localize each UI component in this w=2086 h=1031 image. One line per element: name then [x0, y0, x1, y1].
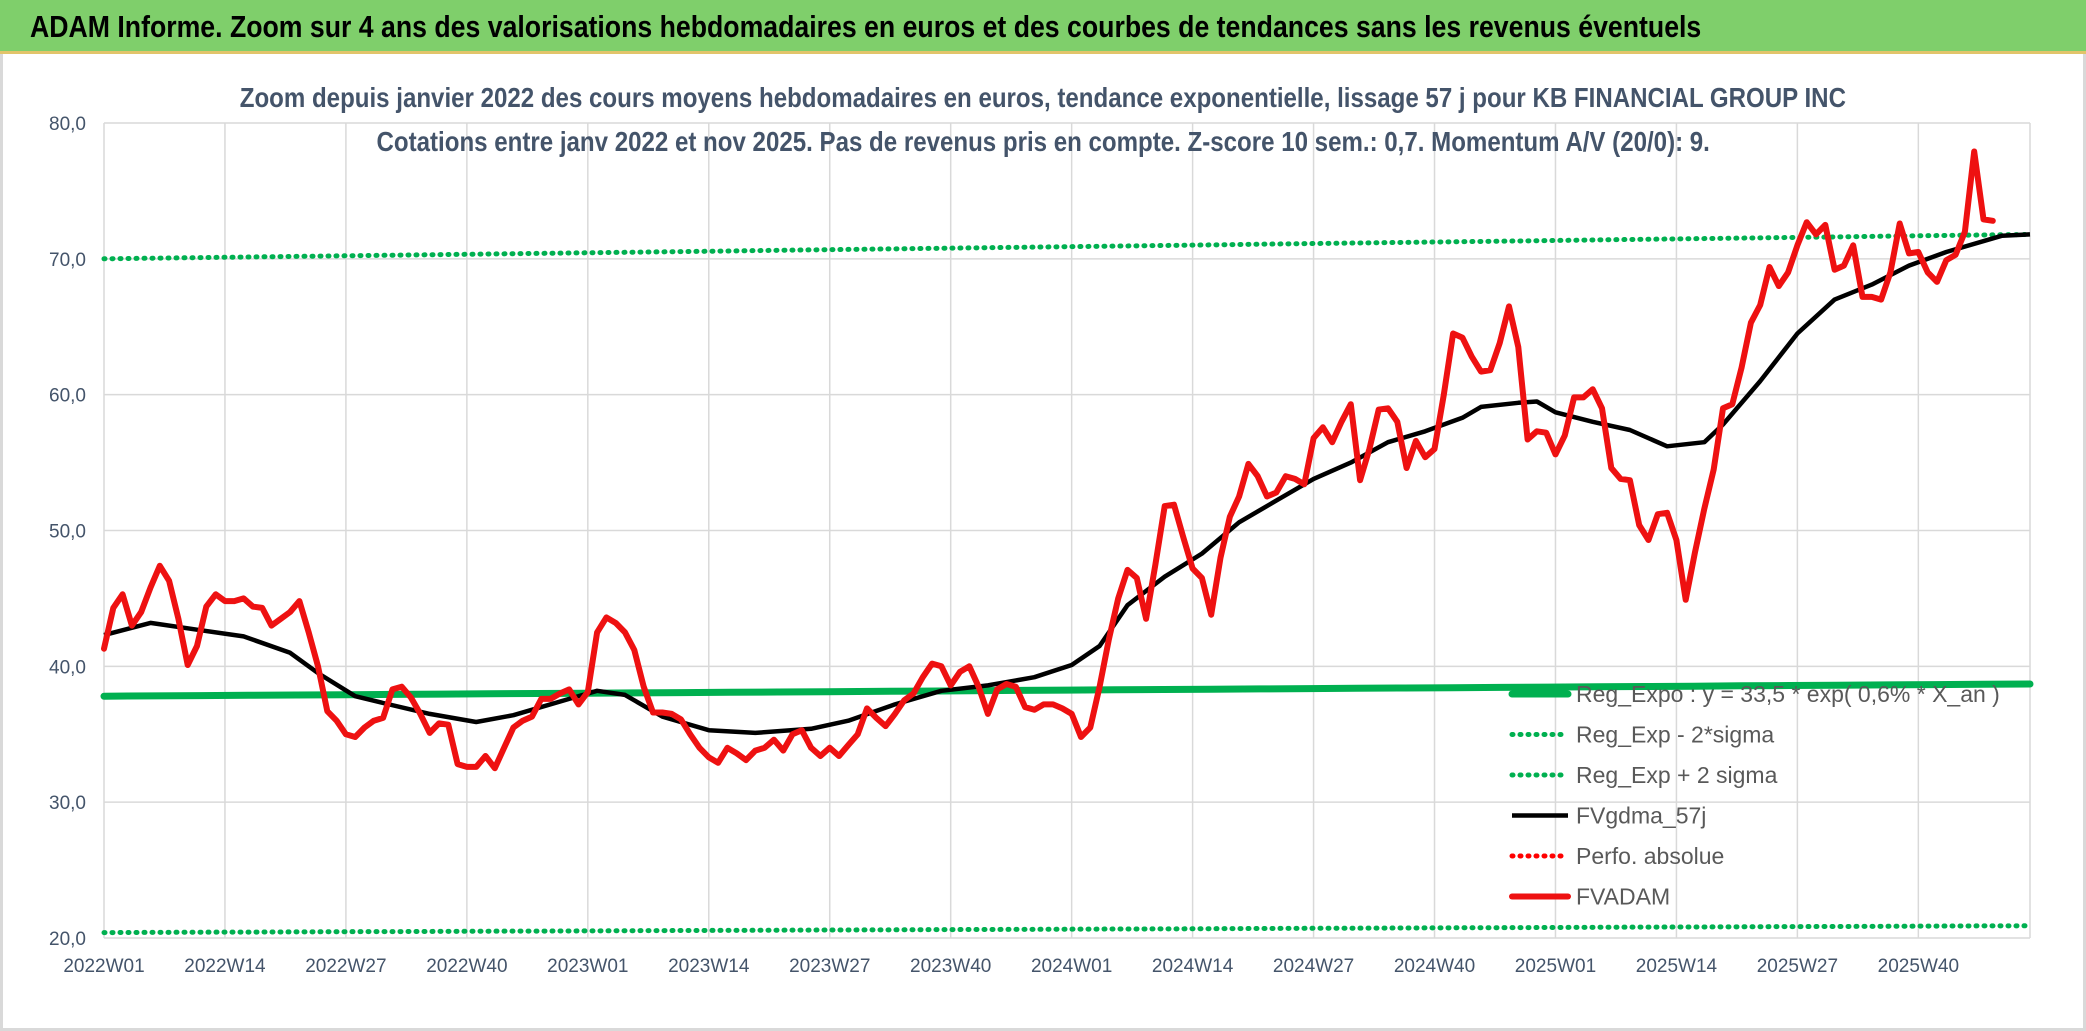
y-tick-label: 80,0 [49, 114, 86, 135]
grid [103, 122, 2031, 939]
chart-title-line-1: Zoom depuis janvier 2022 des cours moyen… [0, 82, 2086, 114]
x-tick-label: 2025W14 [1636, 956, 1718, 977]
x-axis-ticks: 2022W01 2022W14 2022W27 2022W40 2023W01 2023W… [63, 956, 1959, 977]
series-line-fvgdma-57j [103, 232, 2031, 736]
x-tick-label: 2024W14 [1152, 956, 1234, 977]
legend: Reg_Expo : y = 33,5 * exp( 0,6% * X_an )… [1508, 681, 2000, 910]
legend-label: Reg_Expo : y = 33,5 * exp( 0,6% * X_an ) [1576, 681, 2000, 707]
legend-label: FVADAM [1576, 884, 1670, 910]
y-tick-label: 20,0 [49, 929, 86, 950]
x-tick-label: 2025W40 [1878, 956, 1959, 977]
x-tick-label: 2022W40 [426, 956, 507, 977]
x-tick-label: 2023W27 [789, 956, 870, 977]
x-tick-label: 2023W40 [910, 956, 991, 977]
chart-title-line-1-text: Zoom depuis janvier 2022 des cours moyen… [239, 82, 1847, 113]
legend-label: Perfo. absolue [1576, 843, 1724, 869]
x-tick-label: 2022W27 [305, 956, 386, 977]
y-tick-label: 50,0 [49, 522, 86, 543]
chart-frame [0, 54, 2086, 1031]
x-tick-label: 2025W01 [1515, 956, 1596, 977]
series-line-reg-exp-2-sigma [101, 231, 2033, 262]
chart-title-line-2: Cotations entre janv 2022 et nov 2025. P… [0, 126, 2086, 158]
chart-title-line-2-text: Cotations entre janv 2022 et nov 2025. P… [376, 126, 1710, 157]
legend-label: Reg_Exp + 2 sigma [1576, 762, 1778, 788]
y-tick-label: 40,0 [49, 657, 86, 678]
x-tick-label: 2023W01 [547, 956, 628, 977]
legend-label: Reg_Exp - 2*sigma [1576, 722, 1774, 748]
x-tick-label: 2022W14 [184, 956, 266, 977]
x-tick-label: 2024W40 [1394, 956, 1475, 977]
series-lines [100, 148, 2034, 936]
y-tick-label: 30,0 [49, 793, 86, 814]
banner-title: ADAM Informe. Zoom sur 4 ans des valoris… [30, 9, 1702, 44]
series-line-fvadam [101, 148, 1996, 772]
legend-label: FVgdma_57j [1576, 803, 1706, 829]
x-tick-label: 2022W01 [63, 956, 144, 977]
x-tick-label: 2023W14 [668, 956, 750, 977]
y-tick-label: 60,0 [49, 386, 86, 407]
series-line-reg-exp-2-sigma [101, 923, 2033, 936]
banner: ADAM Informe. Zoom sur 4 ans des valoris… [0, 0, 2086, 54]
y-tick-label: 70,0 [49, 250, 86, 271]
x-tick-label: 2024W01 [1031, 956, 1112, 977]
series-line-reg-expo-y-33-5-exp-0-6-x-an [100, 680, 2034, 700]
y-axis-ticks: 20,0 30,0 40,0 50,0 60,0 70,0 80,0 [49, 114, 86, 950]
x-tick-label: 2024W27 [1273, 956, 1354, 977]
x-tick-label: 2025W27 [1757, 956, 1838, 977]
